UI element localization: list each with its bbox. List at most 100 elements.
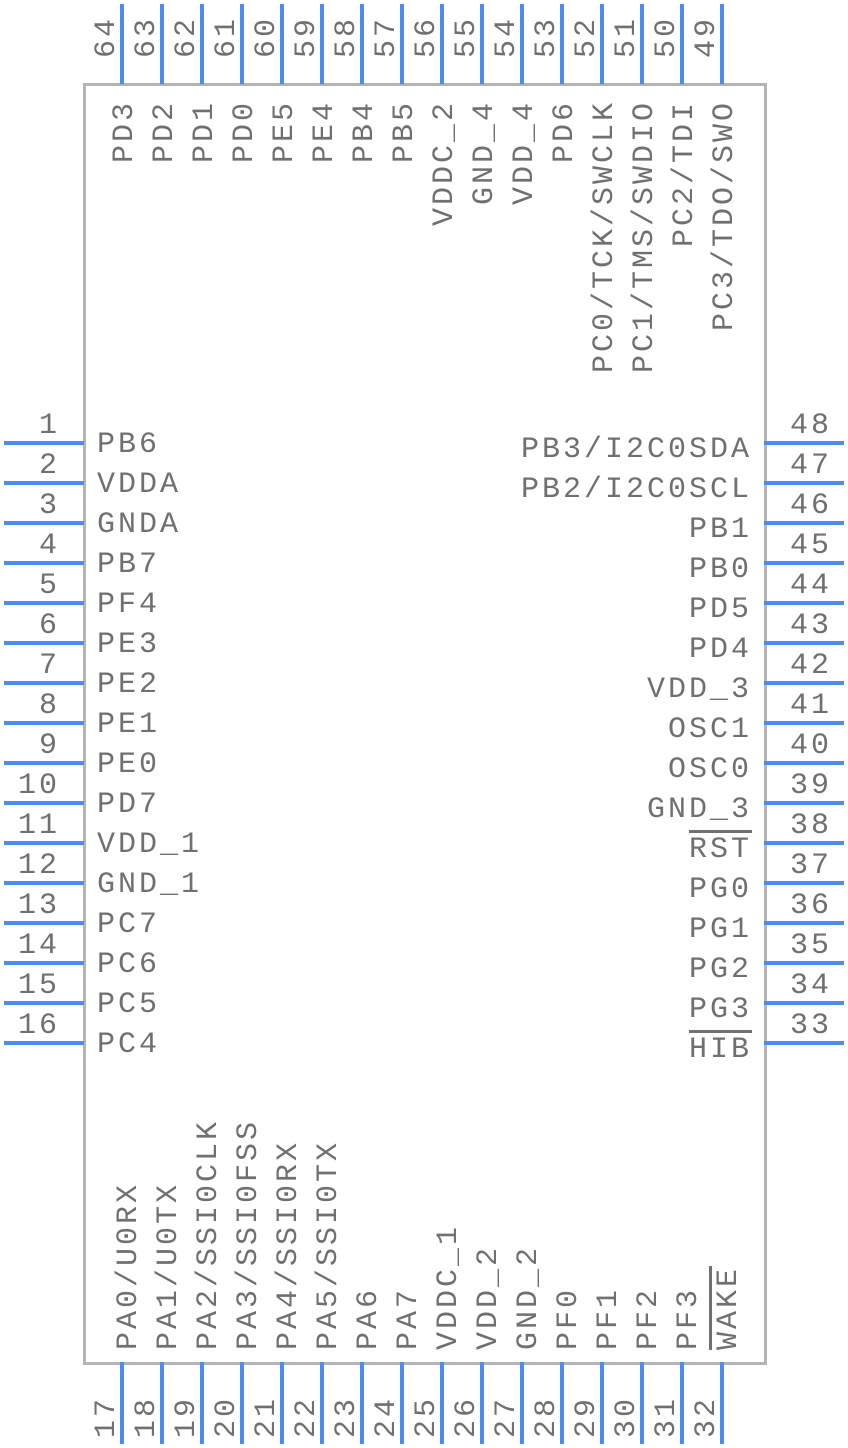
pin-line bbox=[560, 1362, 564, 1444]
pin-line bbox=[764, 881, 844, 885]
pin-number: 18 bbox=[130, 1395, 164, 1438]
pin-label: PB6 bbox=[97, 428, 161, 462]
pin-line bbox=[400, 4, 404, 84]
pin-number: 62 bbox=[170, 15, 204, 58]
pin-label: PC3/TDO/SWO bbox=[708, 100, 742, 332]
pin-label: PC1/TMS/SWDIO bbox=[628, 100, 662, 374]
pin-label: PF3 bbox=[672, 1286, 706, 1350]
pin-line bbox=[4, 561, 84, 565]
pin-label: GNDA bbox=[97, 508, 182, 542]
pin-number: 36 bbox=[790, 889, 833, 923]
pin-label: PE5 bbox=[268, 100, 302, 164]
pin-label: PF0 bbox=[552, 1286, 586, 1350]
pin-line bbox=[440, 4, 444, 84]
pin-label: PA7 bbox=[392, 1286, 426, 1350]
pin-number: 21 bbox=[250, 1395, 284, 1438]
pin-number: 11 bbox=[17, 809, 60, 843]
pin-label: HIB bbox=[688, 1033, 752, 1067]
pin-label: PC2/TDI bbox=[668, 100, 702, 248]
pin-number: 41 bbox=[790, 689, 833, 723]
pin-label: PB0 bbox=[688, 553, 752, 587]
pin-line bbox=[764, 721, 844, 725]
pin-line bbox=[240, 1362, 244, 1444]
pin-line bbox=[4, 881, 84, 885]
pin-line bbox=[4, 961, 84, 965]
pin-number: 1 bbox=[38, 409, 60, 443]
pin-line bbox=[120, 1362, 124, 1444]
pin-number: 19 bbox=[170, 1395, 204, 1438]
pin-line bbox=[640, 4, 644, 84]
pin-label: PD4 bbox=[688, 633, 752, 667]
pin-line bbox=[764, 601, 844, 605]
pin-line bbox=[120, 4, 124, 84]
pin-line bbox=[680, 1362, 684, 1444]
pin-line bbox=[4, 921, 84, 925]
pin-number: 54 bbox=[490, 15, 524, 58]
pin-number: 53 bbox=[530, 15, 564, 58]
pin-line bbox=[520, 1362, 524, 1444]
pin-label: PD5 bbox=[688, 593, 752, 627]
pin-line bbox=[764, 841, 844, 845]
pin-line bbox=[600, 1362, 604, 1444]
pin-label: PE4 bbox=[308, 100, 342, 164]
pin-number: 63 bbox=[130, 15, 164, 58]
pin-number: 31 bbox=[650, 1395, 684, 1438]
pin-line bbox=[4, 521, 84, 525]
pin-line bbox=[764, 481, 844, 485]
pin-line bbox=[764, 641, 844, 645]
pin-line bbox=[240, 4, 244, 84]
pin-label: PB1 bbox=[688, 513, 752, 547]
pin-number: 45 bbox=[790, 529, 833, 563]
pin-number: 50 bbox=[650, 15, 684, 58]
pin-number: 12 bbox=[17, 849, 60, 883]
pin-label: PF2 bbox=[632, 1286, 666, 1350]
pin-number: 13 bbox=[17, 889, 60, 923]
pin-number: 64 bbox=[90, 15, 124, 58]
pin-label: GND_2 bbox=[512, 1244, 546, 1350]
pin-label: PA3/SSI0FSS bbox=[232, 1118, 266, 1350]
pin-line bbox=[764, 921, 844, 925]
pin-number: 24 bbox=[370, 1395, 404, 1438]
pin-number: 25 bbox=[410, 1395, 444, 1438]
pin-line bbox=[520, 4, 524, 84]
pin-label: PG0 bbox=[688, 873, 752, 907]
pin-number: 33 bbox=[790, 1009, 833, 1043]
pin-line bbox=[764, 961, 844, 965]
pin-number: 52 bbox=[570, 15, 604, 58]
pin-line bbox=[280, 4, 284, 84]
pin-line bbox=[4, 601, 84, 605]
pin-line bbox=[600, 4, 604, 84]
pin-number: 5 bbox=[38, 569, 60, 603]
pin-label: GND_3 bbox=[646, 793, 752, 827]
pin-number: 58 bbox=[330, 15, 364, 58]
pin-line bbox=[280, 1362, 284, 1444]
pin-number: 26 bbox=[450, 1395, 484, 1438]
pin-number: 48 bbox=[790, 409, 833, 443]
pin-line bbox=[4, 801, 84, 805]
pin-label: PE1 bbox=[97, 708, 161, 742]
pin-label: PG2 bbox=[688, 953, 752, 987]
pin-number: 27 bbox=[490, 1395, 524, 1438]
pin-number: 40 bbox=[790, 729, 833, 763]
pin-label: PC6 bbox=[97, 948, 161, 982]
pin-line bbox=[480, 4, 484, 84]
pin-label: PA4/SSI0RX bbox=[272, 1139, 306, 1350]
pin-number: 47 bbox=[790, 449, 833, 483]
pin-line bbox=[360, 4, 364, 84]
pin-line bbox=[320, 4, 324, 84]
pin-line bbox=[640, 1362, 644, 1444]
pin-number: 59 bbox=[290, 15, 324, 58]
pin-line bbox=[160, 1362, 164, 1444]
pin-line bbox=[4, 481, 84, 485]
pin-line bbox=[720, 4, 724, 84]
pin-label: VDD_4 bbox=[508, 100, 542, 206]
pin-label: PA0/U0RX bbox=[112, 1181, 146, 1350]
pin-line bbox=[764, 801, 844, 805]
pin-label: GND_1 bbox=[97, 868, 203, 902]
pin-label: VDD_2 bbox=[472, 1244, 506, 1350]
pin-label: PC4 bbox=[97, 1028, 161, 1062]
pin-label: PD2 bbox=[148, 100, 182, 164]
pin-line bbox=[764, 441, 844, 445]
pin-number: 51 bbox=[610, 15, 644, 58]
pin-label: VDD_3 bbox=[646, 673, 752, 707]
